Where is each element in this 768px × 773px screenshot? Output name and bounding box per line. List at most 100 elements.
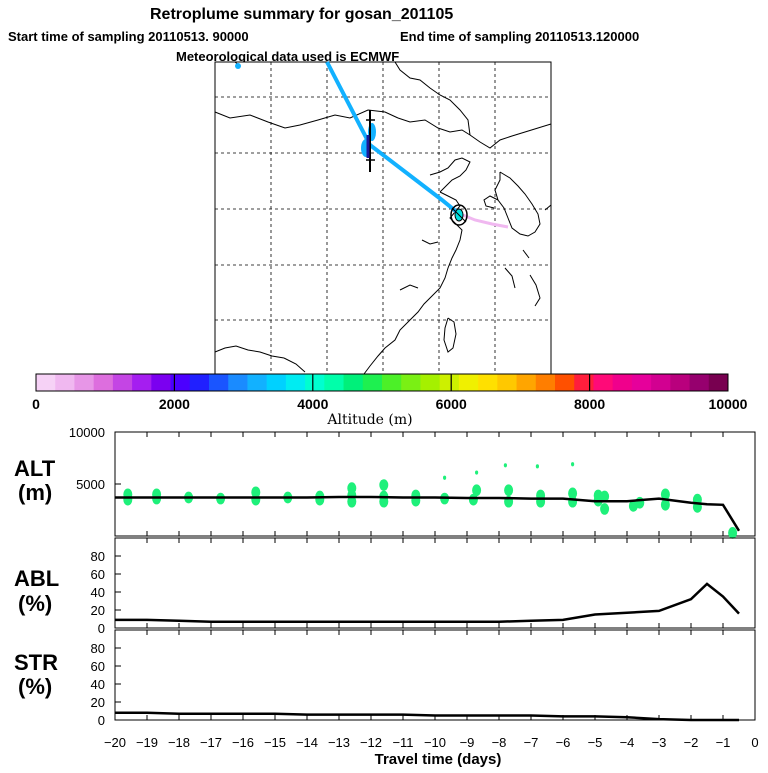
alt-scatter-point <box>568 487 578 500</box>
alt-y-tick-label: 10000 <box>69 425 105 440</box>
str-y-tick-label: 0 <box>98 713 105 728</box>
colorbar-cell <box>112 374 133 391</box>
abl-y-ticks: 80 60 40 20 0 <box>91 549 121 636</box>
abl-plot-frame <box>114 537 756 629</box>
map-graticule <box>215 62 551 374</box>
abl-line <box>115 582 740 623</box>
str-panel-name: STR <box>14 650 58 675</box>
plume-cluster-2 <box>450 204 468 226</box>
colorbar-cell <box>420 374 441 391</box>
colorbar-cell <box>247 374 268 391</box>
colorbar-cell <box>631 374 652 391</box>
alt-scatter-point <box>728 527 738 539</box>
x-tick-label: −15 <box>264 735 286 750</box>
colorbar-cell <box>55 374 75 391</box>
colorbar-cell <box>497 374 518 391</box>
x-tick-label: −8 <box>492 735 507 750</box>
x-tick-label: −2 <box>684 735 699 750</box>
trajectory-upper-branch <box>325 61 460 215</box>
colorbar-cell <box>593 374 614 391</box>
colorbar-cell <box>362 374 383 391</box>
x-tick-label: 0 <box>751 735 758 750</box>
str-panel: STR (%) 80 60 40 20 0 <box>14 629 756 728</box>
colorbar-cell <box>36 374 56 391</box>
alt-scatter-point <box>251 493 261 506</box>
colorbar-cell <box>151 374 172 391</box>
alt-scatter-point <box>347 495 357 508</box>
alt-y-ticks: 10000 5000 <box>69 425 121 492</box>
abl-panel-unit: (%) <box>18 591 52 616</box>
abl-y-tick-label: 80 <box>91 549 105 564</box>
x-tick-label: −6 <box>556 735 571 750</box>
colorbar-tick-label: 0 <box>32 396 40 412</box>
x-tick-label: −7 <box>524 735 539 750</box>
alt-scatter-point <box>443 475 447 480</box>
colorbar-ticks: 0 2000 4000 6000 8000 10000 <box>32 374 748 412</box>
alt-panel-unit: (m) <box>18 480 52 505</box>
colorbar-cell <box>535 374 556 391</box>
x-tick-label: −12 <box>360 735 382 750</box>
alt-scatter-point <box>535 464 540 469</box>
alt-scatter-point <box>635 496 645 509</box>
colorbar-title: Altitude (m) <box>326 412 412 428</box>
alt-plot-frame <box>114 431 756 537</box>
colorbar-tick-label: 10000 <box>709 396 748 412</box>
colorbar-cell <box>305 374 325 391</box>
trajectory-point-far <box>235 63 241 69</box>
alt-scatter-point <box>475 470 479 475</box>
str-y-tick-label: 60 <box>91 659 105 674</box>
alt-scatter-point <box>379 495 389 508</box>
colorbar-cell <box>574 374 594 391</box>
colorbar-cell <box>458 374 479 391</box>
trajectory-paths <box>235 61 509 229</box>
abl-panel: ABL (%) 80 60 40 20 0 <box>14 537 756 636</box>
abl-panel-name: ABL <box>14 566 59 591</box>
colorbar-cell <box>708 374 729 391</box>
x-tick-label: −19 <box>136 735 158 750</box>
colorbar-cell <box>382 374 402 391</box>
x-tick-label: −4 <box>620 735 635 750</box>
str-line <box>115 711 739 722</box>
x-tick-label: −5 <box>588 735 603 750</box>
x-axis: −20 −19 −18 −17 −16 −15 −14 −13 −12 −11 −10 −9 −8 −7−… <box>104 432 759 750</box>
alt-panel: ALT (m) 10000 5000 <box>14 425 756 539</box>
colorbar-cell <box>170 374 191 391</box>
alt-scatter-point <box>472 484 482 497</box>
alt-scatter-point <box>504 484 514 497</box>
alt-scatter-point <box>315 493 325 506</box>
colorbar-tick-label: 2000 <box>159 396 190 412</box>
colorbar-tick-label: 4000 <box>297 396 328 412</box>
x-tick-label: −10 <box>424 735 446 750</box>
alt-scatter-point <box>379 479 389 491</box>
colorbar-cells <box>36 374 729 391</box>
colorbar-cell <box>670 374 691 391</box>
colorbar-cell <box>343 374 364 391</box>
x-axis-label: Travel time (days) <box>375 751 502 768</box>
alt-scatter-point <box>468 493 478 506</box>
str-panel-unit: (%) <box>18 674 52 699</box>
x-tick-label: −13 <box>328 735 350 750</box>
x-tick-label: −1 <box>716 735 731 750</box>
alt-y-tick-label: 5000 <box>76 477 105 492</box>
end-time-label: End time of sampling 20110513.120000 <box>400 29 639 44</box>
abl-y-tick-label: 40 <box>91 585 105 600</box>
plume-cluster-1 <box>361 110 376 172</box>
colorbar-cell <box>285 374 306 391</box>
alt-scatter-point <box>571 462 575 467</box>
altitude-colorbar: 0 2000 4000 6000 8000 10000 Altitude (m) <box>32 373 748 428</box>
start-time-label: Start time of sampling 20110513. 90000 <box>8 29 249 44</box>
alt-scatter-point <box>600 490 610 503</box>
colorbar-cell <box>401 374 421 391</box>
colorbar-cell <box>132 374 152 391</box>
str-y-tick-label: 20 <box>91 695 105 710</box>
colorbar-cell <box>516 374 537 391</box>
alt-scatter-point <box>660 498 670 511</box>
met-data-label: Meteorological data used is ECMWF <box>176 49 399 64</box>
str-y-tick-label: 40 <box>91 677 105 692</box>
x-tick-label: −17 <box>200 735 222 750</box>
colorbar-cell <box>266 374 287 391</box>
x-tick-label: −14 <box>296 735 318 750</box>
str-plot-frame <box>114 629 756 721</box>
x-tick-label: −16 <box>232 735 254 750</box>
